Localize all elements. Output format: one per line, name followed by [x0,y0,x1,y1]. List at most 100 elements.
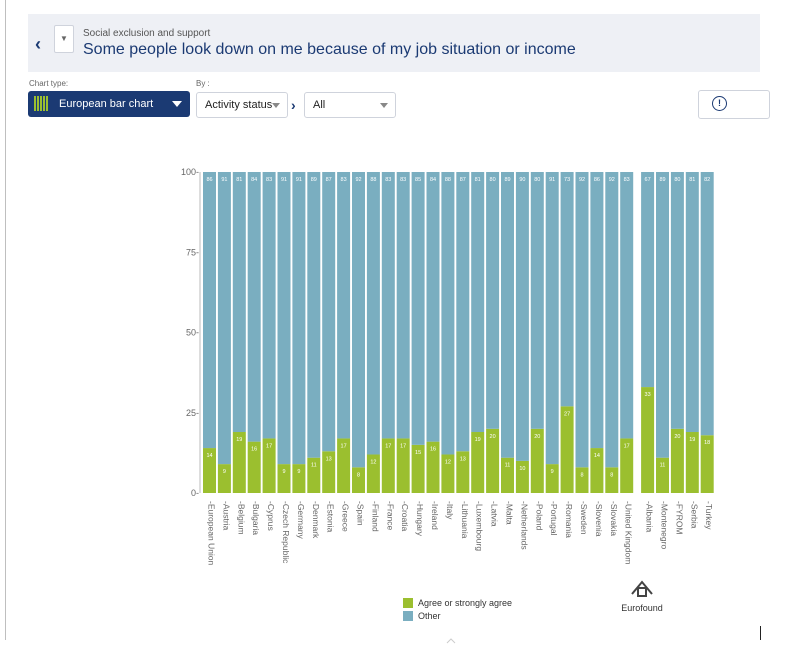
info-icon: ! [712,96,727,111]
data-label-other: 83 [341,177,347,183]
bar-other [352,172,365,468]
bar-agree [700,435,714,493]
data-label-agree: 19 [236,437,242,443]
data-label-agree: 20 [490,434,496,440]
data-label-other: 80 [490,177,496,183]
bar-agree [262,438,276,493]
activity-status-select[interactable]: Activity status [196,92,288,118]
bar-other [456,172,470,452]
bar-other [217,172,231,465]
bar-other [515,172,529,461]
bar-other [501,172,514,458]
data-label-agree: 18 [704,440,710,446]
back-button[interactable]: ‹ [35,34,41,54]
legend-swatch-agree [403,598,413,608]
data-label-other: 91 [281,177,287,183]
x-tick-label: -European Union [207,501,217,566]
x-tick-label: -France [385,501,395,531]
chart-legend: Agree or strongly agree Other [403,597,512,623]
data-label-agree: 17 [400,443,406,449]
bar-other [292,172,306,465]
legend-item-agree[interactable]: Agree or strongly agree [403,597,512,609]
data-label-agree: 11 [660,463,666,469]
data-label-other: 81 [475,177,481,183]
data-label-other: 84 [430,177,436,183]
data-label-other: 88 [445,177,451,183]
x-tick-label: -Belgium [236,501,246,535]
bar-other [620,172,634,439]
data-label-agree: 11 [505,463,511,469]
data-label-other: 88 [370,177,376,183]
data-label-other: 92 [579,177,585,183]
bar-other [366,172,380,455]
bar-other [441,172,455,455]
bar-agree [232,432,246,493]
bar-agree [575,467,589,493]
bar-agree [501,457,514,493]
x-tick-label: -Malta [505,501,515,525]
bar-other [545,172,559,465]
chart-type-select[interactable]: European bar chart [28,91,190,117]
data-label-agree: 9 [297,469,300,475]
legend-label-agree: Agree or strongly agree [418,598,513,608]
data-label-agree: 15 [415,450,421,456]
by-label: By : [196,79,210,88]
scroll-up-icon[interactable] [446,636,456,646]
data-label-other: 83 [400,177,406,183]
data-label-agree: 33 [645,392,651,398]
y-tick-label: 50- [186,328,199,338]
filter-select[interactable]: All [304,92,396,118]
bar-other [322,172,336,452]
data-label-agree: 17 [624,443,630,449]
bar-agree [322,451,336,493]
data-label-other: 90 [519,177,525,183]
data-label-agree: 17 [385,443,391,449]
data-label-other: 89 [311,177,317,183]
bar-other [641,172,655,388]
bar-agree [381,438,395,493]
data-label-other: 85 [415,177,421,183]
data-label-agree: 20 [674,434,680,440]
bar-agree [670,428,684,493]
x-tick-label: -Netherlands [519,501,529,550]
data-label-other: 86 [206,177,212,183]
data-label-agree: 9 [551,469,554,475]
caret-down-icon [272,103,280,108]
bar-other [426,172,440,442]
data-label-other: 83 [266,177,272,183]
x-tick-label: -Slovakia [609,501,619,536]
eurofound-logo: Eurofound [612,578,672,613]
data-label-other: 83 [385,177,391,183]
x-tick-label: -Hungary [415,501,425,537]
x-tick-label: -Turkey [704,501,714,530]
data-label-agree: 9 [282,469,285,475]
data-label-other: 91 [221,177,227,183]
bar-other [560,172,574,407]
x-tick-label: -Germany [296,501,306,540]
eurofound-logo-text: Eurofound [621,603,663,613]
bar-chart-icon [34,96,48,111]
data-label-agree: 20 [534,434,540,440]
bar-agree [656,457,669,493]
title-dropdown-button[interactable]: ▼ [54,25,74,53]
bar-other [590,172,604,449]
bar-agree [486,428,500,493]
bar-other [530,172,544,429]
data-label-agree: 10 [519,466,525,472]
bar-agree [337,438,351,493]
bar-other [411,172,425,445]
legend-item-other[interactable]: Other [403,610,512,622]
data-label-other: 87 [326,177,332,183]
info-button[interactable]: ! [698,90,770,119]
bar-agree [203,448,216,493]
data-label-agree: 14 [594,453,600,459]
bar-agree [396,438,410,493]
y-tick-label: 100- [181,167,199,177]
bar-agree [307,457,321,493]
bar-other [471,172,485,433]
chevron-right-icon: › [291,97,296,113]
data-label-other: 82 [704,177,710,183]
data-label-agree: 9 [223,469,226,475]
x-tick-label: -Luxembourg [475,501,485,551]
